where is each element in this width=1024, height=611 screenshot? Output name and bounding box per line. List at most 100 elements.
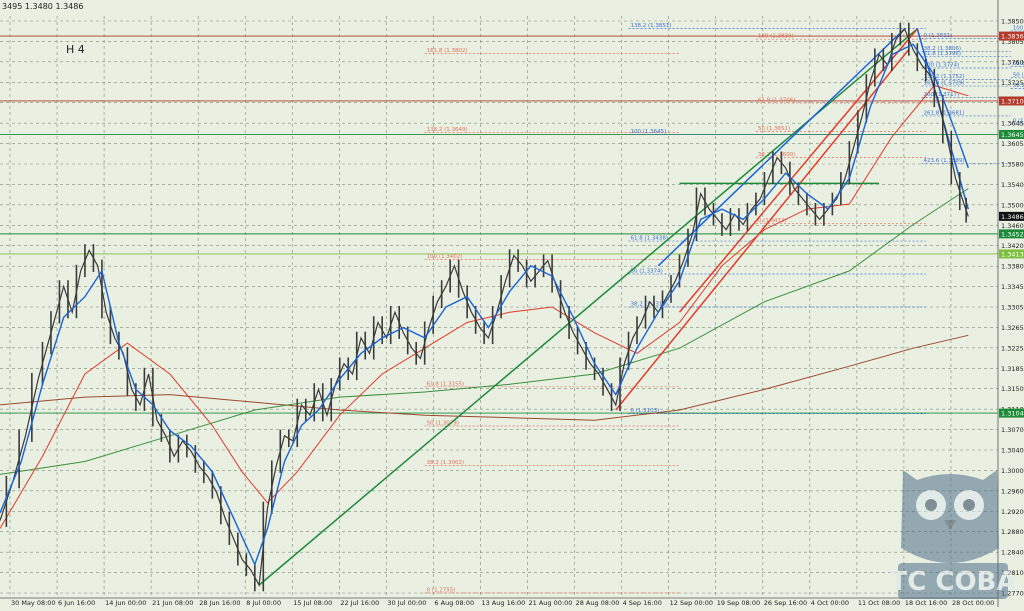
timeframe-label: H 4 bbox=[66, 43, 85, 56]
y-tick-label: 1.2840 bbox=[1001, 549, 1024, 557]
y-tick-label: 1.3500 bbox=[1001, 201, 1024, 209]
price-badge bbox=[999, 211, 1024, 221]
y-tick-label: 1.3850 bbox=[1001, 18, 1024, 26]
x-tick-label: 30 Jul 00:00 bbox=[387, 599, 426, 607]
y-tick-label: 1.2880 bbox=[1001, 528, 1024, 536]
owl-beak-icon bbox=[944, 520, 956, 530]
fib-blue-label: 138.2 (1.3851) bbox=[631, 23, 672, 29]
price-badge-label: 1.3710 bbox=[1001, 97, 1024, 105]
fib-blue-label: 138.2 (1.3752) bbox=[924, 74, 965, 80]
fib-blue-label: 0 (1.3665) bbox=[1013, 119, 1024, 125]
fib-blue-label: 61.8 (1.3438) bbox=[631, 236, 669, 242]
x-tick-label: 28 Oct 00:00 bbox=[952, 599, 994, 607]
fib-red-label: 61.8 (1.3155) bbox=[427, 381, 465, 387]
owl-watermark-logo: TC COBA bbox=[890, 470, 1017, 599]
y-tick-label: 1.3760 bbox=[1001, 58, 1024, 66]
y-tick-label: 1.3000 bbox=[1001, 467, 1024, 475]
y-tick-label: 1.3725 bbox=[1001, 79, 1024, 87]
x-tick-label: 14 Jun 00:00 bbox=[105, 599, 146, 607]
fib-red-label: 38.2 (1.3600) bbox=[758, 152, 796, 158]
x-tick-label: 12 Sep 00:00 bbox=[670, 599, 713, 607]
price-badge bbox=[999, 229, 1024, 239]
x-tick-label: 4 Sep 16:00 bbox=[623, 599, 662, 607]
price-series bbox=[0, 22, 969, 592]
price-badge-label: 1.3836 bbox=[1001, 33, 1024, 41]
x-tick-label: 8 Jul 00:00 bbox=[246, 599, 281, 607]
y-tick-label: 1.3420 bbox=[1001, 242, 1024, 250]
y-tick-label: 1.3225 bbox=[1001, 344, 1024, 352]
trend-lines bbox=[258, 28, 969, 586]
watermark-text: TC COBA bbox=[890, 567, 1017, 597]
price-badge-label: 1.3104 bbox=[1001, 410, 1024, 418]
fib-blue-label: 50 (1.3374) bbox=[631, 269, 663, 275]
fib-red-label: 61.8 (1.3706) bbox=[758, 98, 796, 104]
x-tick-label: 19 Sep 08:00 bbox=[717, 599, 760, 607]
y-tick-label: 1.2960 bbox=[1001, 487, 1024, 495]
price-badge-label: 1.3645 bbox=[1001, 131, 1024, 139]
x-tick-label: 11 Oct 08:00 bbox=[858, 599, 900, 607]
y-tick-label: 1.3040 bbox=[1001, 447, 1024, 455]
x-tick-label: 21 Jun 08:00 bbox=[152, 599, 193, 607]
y-tick-label: 1.3380 bbox=[1001, 263, 1024, 271]
fib-blue-label: 50 (1.3755) bbox=[1013, 72, 1024, 78]
fib-blue-label: 38.2 (1.3734) bbox=[1013, 83, 1024, 89]
fib-blue-label: 61.8 (1.3796) bbox=[924, 51, 962, 57]
fib-blue-label: 161.8 (1.3739) bbox=[924, 81, 965, 87]
fib-red-label: 38.2 (1.3002) bbox=[427, 460, 465, 466]
fib-red-label: 161.8 (1.3802) bbox=[427, 48, 468, 54]
fib-red-label: 138.2 (1.3649) bbox=[427, 127, 468, 133]
fib-red-label: 50 (1.3079) bbox=[427, 420, 459, 426]
y-tick-label: 1.3345 bbox=[1001, 283, 1024, 291]
y-tick-label: 1.3305 bbox=[1001, 304, 1024, 312]
quote-text: 3495 1.3480 1.3486 bbox=[2, 2, 83, 11]
ma-fast-line bbox=[0, 43, 969, 567]
y-tick-label: 1.3185 bbox=[1001, 365, 1024, 373]
y-tick-label: 1.3265 bbox=[1001, 324, 1024, 332]
y-tick-label: 1.3150 bbox=[1001, 385, 1024, 393]
fib-red-label: 0 (1.3472) bbox=[758, 218, 787, 224]
x-tick-label: 4 Oct 00:00 bbox=[811, 599, 849, 607]
price-line bbox=[0, 27, 969, 588]
price-badge-label: 1.3452 bbox=[1001, 230, 1024, 238]
y-tick-label: 1.3540 bbox=[1001, 181, 1024, 189]
fib-red-label: 100 (1.3402) bbox=[427, 254, 463, 260]
fib-blue-label: 61.8 (1.3777) bbox=[1013, 61, 1024, 67]
price-badge bbox=[999, 408, 1024, 418]
watermark-banner bbox=[898, 563, 1008, 599]
fib-blue-label: 100 (1.3774) bbox=[924, 63, 960, 69]
owl-left-pupil-icon bbox=[925, 499, 937, 511]
price-badge bbox=[999, 249, 1024, 259]
y-tick-label: 1.2770 bbox=[1001, 590, 1024, 598]
trend-line bbox=[678, 28, 918, 313]
fibonacci-levels: 161.8 (1.3802) 138.2 (1.3649) 100 (1.3402)… bbox=[424, 23, 1024, 593]
trend-line bbox=[615, 49, 910, 411]
x-tick-label: 6 Aug 08:00 bbox=[434, 599, 474, 607]
ma-long-line bbox=[0, 334, 969, 421]
fib-blue-label: 100 (1.3645) bbox=[631, 129, 667, 135]
fib-blue-label: 261.8 (1.3681) bbox=[924, 110, 965, 116]
horizontal-levels bbox=[0, 35, 998, 414]
y-tick-label: 1.3460 bbox=[1001, 222, 1024, 230]
fib-blue-label: 0 (1.3831) bbox=[924, 33, 953, 39]
price-badge bbox=[999, 96, 1024, 106]
y-tick-label: 1.3070 bbox=[1001, 426, 1024, 434]
y-tick-label: 1.3605 bbox=[1001, 140, 1024, 148]
x-tick-label: 13 Aug 16:00 bbox=[481, 599, 525, 607]
owl-right-pupil-icon bbox=[963, 499, 975, 511]
y-tick-label: 1.2920 bbox=[1001, 508, 1024, 516]
x-tick-label: 6 Jun 16:00 bbox=[58, 599, 95, 607]
x-tick-label: 30 May 08:00 bbox=[11, 599, 56, 607]
fib-blue-label: 38.2 (1.3806) bbox=[924, 46, 962, 52]
x-tick-label: 22 Jul 16:00 bbox=[340, 599, 379, 607]
y-tick-label: 1.2810 bbox=[1001, 569, 1024, 577]
fib-red-label: 0 (1.2755) bbox=[427, 587, 456, 593]
y-tick-label: 1.3805 bbox=[1001, 38, 1024, 46]
x-tick-label: 28 Aug 08:00 bbox=[576, 599, 620, 607]
fib-blue-label: 0 (1.3103) bbox=[631, 408, 660, 414]
owl-icon bbox=[901, 470, 999, 563]
trend-line bbox=[657, 28, 906, 267]
x-tick-label: 21 Aug 00:00 bbox=[529, 599, 573, 607]
x-tick-label: 18 Oct 16:00 bbox=[905, 599, 947, 607]
fib-blue-label: 100 (1.3846) bbox=[1013, 25, 1024, 31]
price-badge bbox=[999, 129, 1024, 139]
